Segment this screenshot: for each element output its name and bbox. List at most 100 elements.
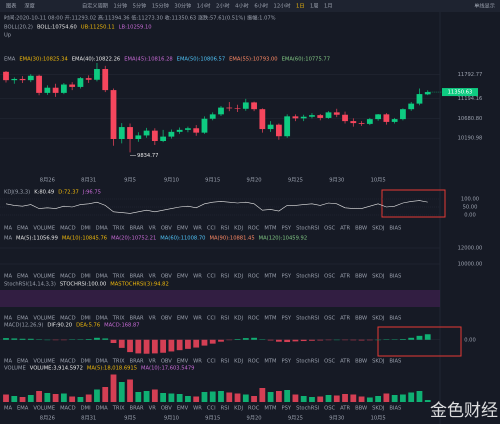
indicator-tab[interactable]: EMA xyxy=(17,316,29,322)
indicator-tab[interactable]: MACD xyxy=(60,406,76,412)
indicator-tab[interactable]: KDJ xyxy=(234,226,243,232)
indicator-tab[interactable]: PSY xyxy=(281,274,291,280)
indicator-tab[interactable]: VOLUME xyxy=(33,274,55,280)
indicator-tab[interactable]: EMV xyxy=(177,406,189,412)
indicator-tab[interactable]: OSC xyxy=(324,316,335,322)
toolbar-toggle[interactable]: 单线显示 xyxy=(474,2,495,10)
indicator-tab[interactable]: ATR xyxy=(340,359,350,365)
indicator-tab[interactable]: BRAR xyxy=(130,274,145,280)
indicator-tab[interactable]: EMA xyxy=(17,226,29,232)
indicator-tab[interactable]: WR xyxy=(193,359,202,365)
indicator-tab[interactable]: SKDJ xyxy=(372,274,385,280)
period-tab[interactable]: 自定义周期 xyxy=(82,2,108,10)
indicator-tab[interactable]: MACD xyxy=(60,226,76,232)
period-tab[interactable]: 6小时 xyxy=(254,2,268,10)
indicator-tab[interactable]: BBW xyxy=(355,406,367,412)
period-tab[interactable]: 2小时 xyxy=(216,2,230,10)
indicator-tab[interactable]: VOLUME xyxy=(33,226,55,232)
indicator-tab[interactable]: TRIX xyxy=(112,226,125,232)
period-tab[interactable]: 1月 xyxy=(324,3,333,10)
indicator-tab[interactable]: KDJ xyxy=(234,406,243,412)
indicator-tab[interactable]: StochRSI xyxy=(296,359,320,365)
indicator-tab[interactable]: OSC xyxy=(324,359,335,365)
indicator-tab[interactable]: BRAR xyxy=(130,359,145,365)
indicator-tab[interactable]: DMI xyxy=(81,274,91,280)
indicator-tab[interactable]: BIAS xyxy=(389,274,401,280)
indicator-tab[interactable]: SKDJ xyxy=(372,226,385,232)
toolbar-item[interactable]: 图表 xyxy=(6,2,17,10)
indicator-tab[interactable]: EMA xyxy=(17,274,29,280)
indicator-tab[interactable]: EMV xyxy=(177,359,189,365)
indicator-tab[interactable]: BBW xyxy=(355,226,367,232)
period-tab[interactable]: 5分钟 xyxy=(133,2,147,10)
indicator-tab[interactable]: BBW xyxy=(355,359,367,365)
indicator-tab[interactable]: MTM xyxy=(264,226,276,232)
period-tab[interactable]: 4小时 xyxy=(235,2,249,10)
indicator-tab[interactable]: CCI xyxy=(207,406,216,412)
indicator-tab[interactable]: EMA xyxy=(17,406,29,412)
period-tab[interactable]: 1日 xyxy=(296,3,305,10)
indicator-tab[interactable]: ROC xyxy=(248,226,260,232)
indicator-tab[interactable]: BBW xyxy=(355,274,367,280)
period-tab[interactable]: 12小时 xyxy=(274,2,291,10)
indicator-tab[interactable]: MACD xyxy=(60,274,76,280)
indicator-tab[interactable]: CCI xyxy=(207,316,216,322)
indicator-tab[interactable]: DMI xyxy=(81,406,91,412)
indicator-tab[interactable]: CCI xyxy=(207,226,216,232)
indicator-tab[interactable]: VR xyxy=(149,359,157,365)
indicator-tab[interactable]: KDJ xyxy=(234,359,243,365)
indicator-tab[interactable]: PSY xyxy=(281,406,291,412)
period-tab[interactable]: 30分钟 xyxy=(174,2,191,10)
indicator-tab[interactable]: EMV xyxy=(177,316,189,322)
period-tab[interactable]: 1分钟 xyxy=(113,2,127,10)
indicator-tab[interactable]: SKDJ xyxy=(372,359,385,365)
indicator-tab[interactable]: DMI xyxy=(81,316,91,322)
indicator-tab[interactable]: DMA xyxy=(96,406,108,412)
indicator-tab[interactable]: WR xyxy=(193,406,202,412)
indicator-tab[interactable]: CCI xyxy=(207,274,216,280)
indicator-tab[interactable]: OSC xyxy=(324,226,335,232)
indicator-tab[interactable]: RSI xyxy=(221,359,230,365)
indicator-tab[interactable]: BRAR xyxy=(130,406,145,412)
indicator-tab[interactable]: PSY xyxy=(281,316,291,322)
indicator-tab[interactable]: ROC xyxy=(248,406,260,412)
indicator-tab[interactable]: MACD xyxy=(60,359,76,365)
indicator-tab[interactable]: MA xyxy=(4,226,12,232)
indicator-tab[interactable]: DMA xyxy=(96,316,108,322)
indicator-tab[interactable]: RSI xyxy=(221,274,230,280)
indicator-tab[interactable]: MTM xyxy=(264,359,276,365)
indicator-tab[interactable]: VOLUME xyxy=(33,316,55,322)
indicator-tab[interactable]: PSY xyxy=(281,226,291,232)
indicator-tab[interactable]: RSI xyxy=(221,406,230,412)
indicator-tab[interactable]: BIAS xyxy=(389,406,401,412)
indicator-tab[interactable]: VOLUME xyxy=(33,359,55,365)
indicator-tab[interactable]: SKDJ xyxy=(372,316,385,322)
indicator-tab[interactable]: MTM xyxy=(264,406,276,412)
indicator-tab[interactable]: DMI xyxy=(81,359,91,365)
indicator-tab[interactable]: RSI xyxy=(221,226,230,232)
indicator-tab[interactable]: WR xyxy=(193,274,202,280)
indicator-tab[interactable]: KDJ xyxy=(234,274,243,280)
indicator-tab[interactable]: ROC xyxy=(248,274,260,280)
indicator-tab[interactable]: OBV xyxy=(161,406,172,412)
toolbar-item[interactable]: 深度 xyxy=(24,2,34,10)
indicator-tab[interactable]: BIAS xyxy=(389,359,401,365)
indicator-tab[interactable]: SKDJ xyxy=(372,406,385,412)
indicator-tab[interactable]: MA xyxy=(4,316,12,322)
indicator-tab[interactable]: MA xyxy=(4,274,12,280)
indicator-tab[interactable]: TRIX xyxy=(112,316,125,322)
indicator-tab[interactable]: MACD xyxy=(60,316,76,322)
indicator-tab[interactable]: ATR xyxy=(340,274,350,280)
indicator-tab[interactable]: OBV xyxy=(161,274,172,280)
indicator-tab[interactable]: VR xyxy=(149,406,157,412)
indicator-tab[interactable]: BRAR xyxy=(130,226,145,232)
indicator-tab[interactable]: MTM xyxy=(264,316,276,322)
indicator-tab[interactable]: VOLUME xyxy=(33,406,55,412)
period-tab[interactable]: 1小时 xyxy=(197,2,211,10)
indicator-tab[interactable]: TRIX xyxy=(112,359,125,365)
indicator-tab[interactable]: EMV xyxy=(177,274,189,280)
indicator-tab[interactable]: WR xyxy=(193,316,202,322)
indicator-tab[interactable]: WR xyxy=(193,226,202,232)
indicator-tab[interactable]: ATR xyxy=(340,316,350,322)
indicator-tab[interactable]: StochRSI xyxy=(296,274,320,280)
